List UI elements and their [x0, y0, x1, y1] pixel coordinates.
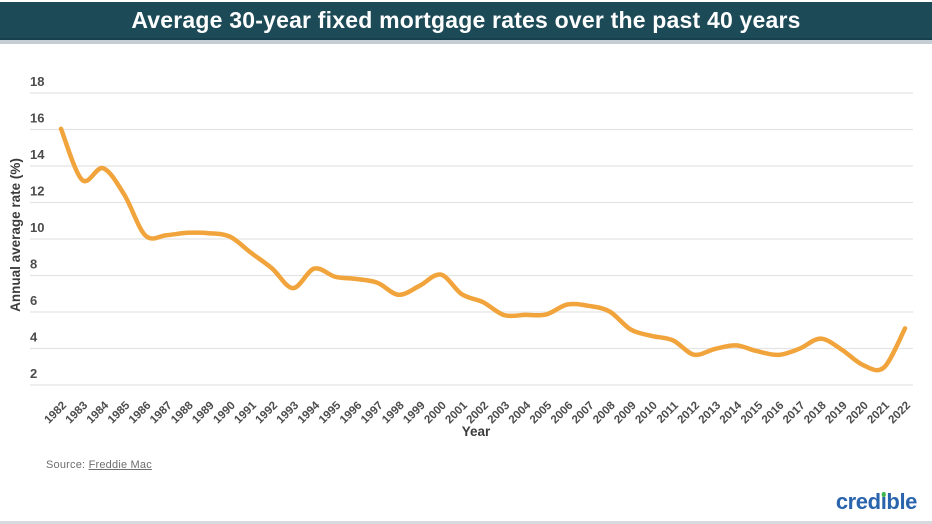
x-tick-label: 2006	[549, 400, 576, 427]
x-tick-label: 1992	[254, 400, 281, 427]
x-axis-title: Year	[462, 424, 491, 439]
x-tick-label: 2014	[718, 399, 745, 426]
source-note: Source: Freddie Mac	[46, 459, 152, 471]
y-axis-title: Annual average rate (%)	[8, 158, 23, 312]
x-tick-label: 2011	[655, 399, 682, 426]
x-tick-label: 1993	[275, 400, 302, 427]
x-tick-label: 1995	[317, 399, 344, 426]
mortgage-rate-line-chart: 2468101214161819821983198419851986198719…	[8, 74, 914, 439]
x-tick-label: 2012	[676, 400, 703, 427]
x-tick-label: 1997	[359, 400, 386, 427]
credible-logo[interactable]: cred ıble	[835, 489, 918, 514]
x-tick-label: 1998	[380, 399, 407, 426]
source-link-freddie-mac[interactable]: Freddie Mac	[88, 459, 152, 471]
y-tick-label: 8	[30, 257, 37, 272]
y-tick-label: 2	[30, 366, 37, 381]
x-tick-label: 1987	[148, 400, 175, 427]
logo-letter-i: ı	[881, 490, 887, 514]
y-tick-label: 12	[30, 184, 44, 199]
chart-area: 2 4 6 8 10 12 14 16 18 1982 1983 1984 1985 1986 1987 19…	[0, 42, 932, 454]
x-tick-label: 2002	[465, 400, 492, 427]
x-tick-label: 2017	[781, 400, 808, 427]
y-tick-label: 4	[30, 330, 38, 345]
x-tick-label: 1994	[296, 399, 323, 426]
logo-text-part2: ble	[886, 489, 917, 514]
x-tick-label: 2003	[486, 400, 513, 427]
x-tick-label: 1996	[338, 400, 365, 427]
x-tick-label: 2000	[422, 400, 449, 427]
logo-text-part1: cred	[835, 489, 881, 514]
logo-green-dot-icon	[881, 492, 886, 497]
x-tick-label: 1990	[211, 400, 238, 427]
y-tick-label: 18	[30, 74, 44, 89]
x-tick-label: 2013	[697, 400, 724, 427]
x-tick-label: 1991	[232, 399, 259, 426]
x-tick-label: 2021	[865, 399, 892, 426]
x-tick-label: 2015	[739, 399, 766, 426]
x-tick-label: 1988	[169, 399, 196, 426]
y-tick-label: 14	[30, 147, 45, 162]
rate-line-series	[58, 126, 908, 373]
chart-title-banner: Average 30-year fixed mortgage rates ove…	[0, 2, 932, 40]
x-tick-label: 2004	[507, 399, 534, 426]
x-tick-label: 2009	[612, 400, 639, 427]
x-tick-label: 1983	[64, 400, 91, 427]
x-tick-label: 2022	[887, 400, 914, 427]
x-tick-label: 1986	[127, 400, 154, 427]
x-tick-label: 2019	[823, 400, 850, 427]
x-tick-label: 2016	[760, 400, 787, 427]
x-tick-label: 2008	[591, 399, 618, 426]
chart-title: Average 30-year fixed mortgage rates ove…	[131, 6, 801, 33]
x-tick-label: 2001	[443, 399, 470, 426]
x-tick-label: 2007	[570, 400, 597, 427]
y-tick-label: 6	[30, 293, 37, 308]
x-tick-label: 1999	[401, 400, 428, 427]
x-tick-label: 1985	[106, 399, 133, 426]
x-tick-label: 2018	[802, 399, 829, 426]
source-label: Source:	[46, 459, 86, 471]
x-tick-label: 1984	[85, 399, 112, 426]
x-tick-label: 2010	[633, 400, 660, 427]
y-tick-label: 10	[30, 220, 44, 235]
x-tick-label: 1982	[43, 400, 70, 427]
y-tick-label: 16	[30, 111, 44, 126]
logo-dotless-i: ı	[880, 489, 887, 514]
x-tick-label: 2005	[528, 399, 555, 426]
x-tick-label: 2020	[844, 400, 871, 427]
x-tick-label: 1989	[190, 400, 217, 427]
bottom-divider	[0, 521, 932, 524]
